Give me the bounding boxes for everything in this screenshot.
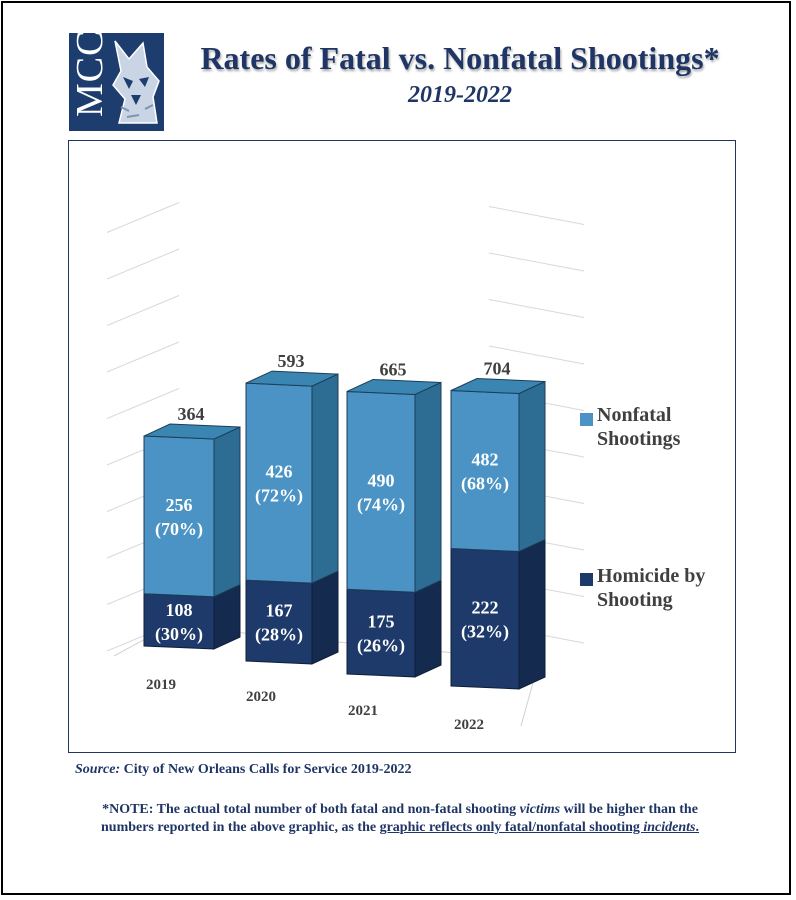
grid-line-left xyxy=(106,388,180,419)
nonfatal-pct-2020: (72%) xyxy=(255,486,303,507)
bar-nonfatal-2022 xyxy=(450,389,520,553)
legend-homicide-line2: Shooting xyxy=(597,589,673,611)
homicide-value-2022: 222 xyxy=(472,597,499,617)
bar-homicide-2020 xyxy=(245,579,313,665)
grid-line-right xyxy=(488,345,585,365)
legend-homicide-line1: Homicide by xyxy=(597,565,706,587)
homicide-value-2020: 167 xyxy=(266,601,293,621)
stacked-bar-chart: 364 256 (70%) 108 (30%) 2019 593 426 (72%) 167 (28… xyxy=(106,202,585,733)
bar-top-2022 xyxy=(450,378,546,395)
x-tick-2020: 2020 xyxy=(246,689,276,705)
x-tick-2021: 2021 xyxy=(348,703,378,719)
nonfatal-value-2022: 482 xyxy=(472,450,499,470)
homicide-pct-2020: (28%) xyxy=(255,625,303,646)
bar-homicide-side-2022 xyxy=(518,538,546,690)
bar-homicide-side-2020 xyxy=(311,570,339,665)
note-part1: *NOTE: The actual total number of both f… xyxy=(102,802,520,817)
total-label-2021: 665 xyxy=(380,359,407,379)
bar-nonfatal-side-2021 xyxy=(414,381,442,594)
bar-top-2019 xyxy=(143,423,241,440)
x-tick-2019: 2019 xyxy=(146,677,176,693)
chart-container: 364 256 (70%) 108 (30%) 2019 593 426 (72%) 167 (28… xyxy=(68,140,736,753)
legend-swatch-nonfatal xyxy=(580,413,593,426)
legend-label-homicide: Homicide by Shooting xyxy=(597,564,705,612)
bar-top-2021 xyxy=(346,378,442,395)
bar-homicide-2021 xyxy=(346,588,416,678)
grid-line-left xyxy=(106,202,180,233)
legend-nonfatal-line2: Shootings xyxy=(597,428,681,450)
note-victims: victims xyxy=(519,802,561,817)
nonfatal-value-2019: 256 xyxy=(166,495,193,515)
bar-nonfatal-2020 xyxy=(245,382,313,584)
grid-line-right xyxy=(488,206,585,225)
bar-homicide-2022 xyxy=(450,548,520,690)
logo-text: MCC xyxy=(69,33,111,117)
legend-label-nonfatal: Nonfatal Shootings xyxy=(597,403,680,451)
x-tick-2022: 2022 xyxy=(454,717,484,733)
bar-nonfatal-side-2022 xyxy=(518,380,546,553)
bar-homicide-side-2021 xyxy=(414,579,442,678)
source-line: Source: City of New Orleans Calls for Se… xyxy=(75,762,411,778)
homicide-pct-2019: (30%) xyxy=(155,624,203,645)
mcc-logo: MCC xyxy=(69,33,164,131)
grid-line-left xyxy=(106,248,180,280)
nonfatal-pct-2019: (70%) xyxy=(155,519,203,540)
grid-line-left xyxy=(106,341,180,373)
legend-nonfatal-line1: Nonfatal xyxy=(597,404,672,426)
nonfatal-value-2020: 426 xyxy=(266,462,293,482)
homicide-value-2019: 108 xyxy=(166,600,193,620)
wolf-icon xyxy=(112,40,160,124)
homicide-value-2021: 175 xyxy=(368,612,395,632)
note-underlined: graphic reflects only fatal/nonfatal sho… xyxy=(379,820,644,835)
grid-line-right xyxy=(488,299,585,318)
note-incidents: incidents xyxy=(643,820,696,835)
homicide-pct-2021: (26%) xyxy=(357,636,405,657)
footnote: *NOTE: The actual total number of both f… xyxy=(100,801,700,837)
total-label-2022: 704 xyxy=(484,359,511,379)
chart-title: Rates of Fatal vs. Nonfatal Shootings* xyxy=(200,40,720,76)
bar-nonfatal-side-2019 xyxy=(213,426,241,598)
chart-subtitle: 2019-2022 xyxy=(408,82,512,108)
note-end: . xyxy=(695,820,700,835)
grid-line-left xyxy=(106,295,180,326)
bar-nonfatal-2019 xyxy=(143,435,215,598)
legend-swatch-homicide xyxy=(580,573,593,586)
nonfatal-value-2021: 490 xyxy=(368,470,395,490)
total-label-2019: 364 xyxy=(178,404,205,424)
grid-line-right xyxy=(488,252,585,272)
source-label: Source: xyxy=(75,762,121,777)
bar-top-2020 xyxy=(245,370,339,387)
source-text: City of New Orleans Calls for Service 20… xyxy=(123,762,412,777)
bar-nonfatal-2021 xyxy=(346,390,416,593)
homicide-pct-2022: (32%) xyxy=(461,621,509,642)
total-label-2020: 593 xyxy=(278,351,305,371)
nonfatal-pct-2021: (74%) xyxy=(357,494,405,515)
nonfatal-pct-2022: (68%) xyxy=(461,474,509,495)
bar-nonfatal-side-2020 xyxy=(311,373,339,584)
note-part2: will be higher than the numbers reported… xyxy=(101,802,698,835)
